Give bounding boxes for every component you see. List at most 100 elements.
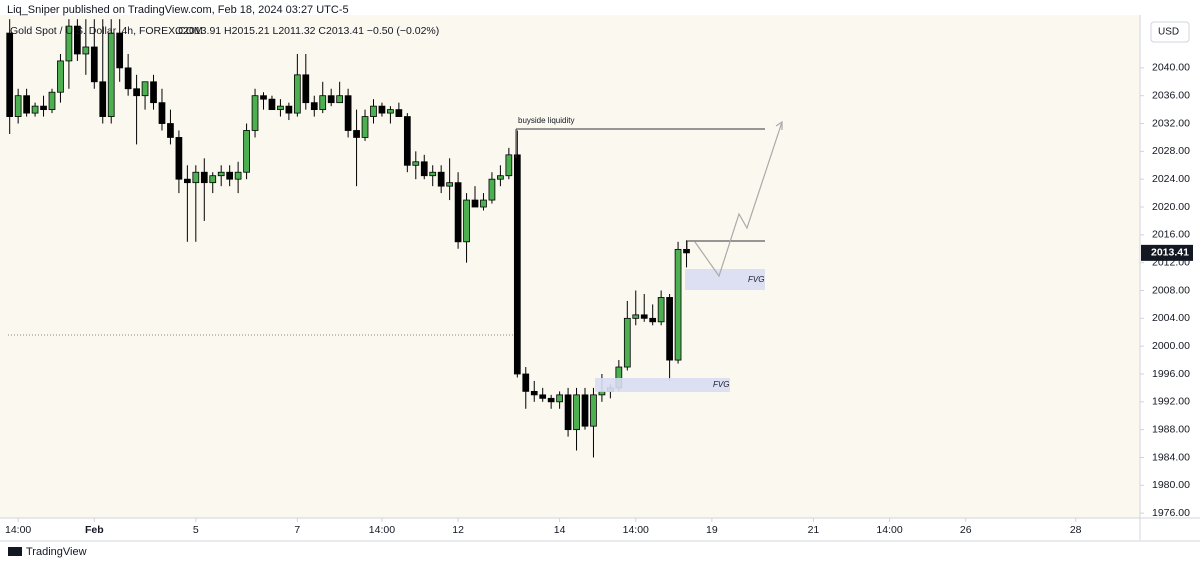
candle-body (378, 105, 386, 114)
y-tick-label: 2036.00 (1152, 89, 1190, 101)
candle-body (539, 394, 547, 399)
candle-body (74, 25, 81, 55)
candles (6, 19, 690, 458)
x-tick-label: 5 (193, 524, 199, 536)
arrow-head (775, 120, 783, 130)
y-tick-label: 2000.00 (1152, 340, 1190, 352)
x-tick-label: 7 (294, 524, 300, 536)
candle-body (581, 394, 589, 427)
x-tick-label: Feb (85, 524, 104, 536)
fvg-box (595, 378, 730, 392)
candle-body (564, 394, 572, 431)
annotation: FVG (748, 275, 764, 284)
y-tick-label: 2024.00 (1152, 173, 1190, 185)
candle-body (505, 154, 513, 177)
last-price-box (1141, 244, 1193, 261)
x-tick-label: 14:00 (5, 524, 31, 536)
candle-body (150, 81, 157, 104)
candle-body (319, 95, 327, 111)
candle-body (293, 74, 301, 114)
candle-body (158, 102, 166, 124)
y-tick-label: 2028.00 (1152, 145, 1190, 157)
candle-body (674, 248, 682, 361)
candle-body (471, 199, 479, 208)
candle-body (141, 81, 149, 97)
candle-body (226, 171, 234, 180)
y-tick-label: 1988.00 (1152, 423, 1190, 435)
candle-body (243, 130, 250, 173)
candle-body (327, 95, 335, 104)
candle-body (403, 116, 411, 166)
candle-body (361, 116, 369, 138)
currency[interactable]: USD (1158, 27, 1179, 38)
candle-body (175, 137, 183, 180)
y-tick-label: 2020.00 (1152, 201, 1190, 213)
last-price: 2013.41 (1151, 247, 1189, 259)
axes: 1976.00 1980.00 1984.00 1988.00 1992.00 1996.… (5, 62, 1193, 536)
candle-body (48, 91, 56, 111)
candle-body (429, 171, 437, 177)
x-tick-label: 14:00 (369, 524, 395, 536)
candle-body (277, 105, 284, 111)
candle-body (412, 161, 420, 166)
candle-body (649, 317, 657, 323)
candle-body (522, 373, 530, 392)
candle-body (547, 397, 555, 403)
currency-button[interactable] (1150, 21, 1190, 43)
candle-body (640, 314, 648, 319)
candle-body (200, 171, 208, 184)
candle-body (513, 154, 521, 375)
candle-body (310, 102, 318, 111)
x-tick-label: 26 (960, 524, 972, 536)
candle-body (370, 105, 377, 117)
candle-body (251, 95, 259, 131)
annotation: buyside liquidity (518, 116, 574, 125)
candle-body (57, 60, 64, 93)
candle-body (446, 182, 453, 187)
ohlc-label: O2013.91 H2015.21 L2011.32 C2013.41 −0.5… (175, 25, 439, 37)
projection-arrow (694, 121, 783, 278)
candle-body (90, 46, 98, 83)
x-tick-label: 21 (808, 524, 820, 536)
candle-body (302, 74, 310, 104)
candle-body (463, 199, 470, 243)
candle-body (285, 105, 293, 114)
candle-body (167, 123, 174, 138)
y-tick-label: 1992.00 (1152, 396, 1190, 408)
candle-body (353, 130, 360, 138)
candle-body (395, 109, 403, 117)
x-tick-label: 19 (706, 524, 718, 536)
candle-body (420, 161, 428, 177)
candle-body (623, 317, 631, 368)
candle-body (666, 297, 673, 361)
candle-body (657, 297, 665, 323)
candle-body (488, 178, 496, 201)
candle-body (268, 98, 276, 111)
candle-body (133, 88, 140, 97)
candle-body (209, 175, 217, 184)
x-tick-label: 14:00 (623, 524, 649, 536)
candle-body (31, 105, 39, 114)
annotation: FVG (713, 380, 729, 389)
candle-body (82, 46, 90, 55)
candle-body (14, 95, 22, 117)
candle-body (344, 95, 352, 131)
y-tick-label: 1976.00 (1152, 507, 1190, 519)
candle-body (124, 67, 132, 90)
candle-body (387, 109, 394, 114)
candle-body (234, 171, 242, 180)
candle-body (107, 32, 115, 117)
fvg-box (685, 269, 765, 290)
candle-body (99, 81, 107, 117)
candle-body (65, 25, 73, 62)
candle-body (336, 95, 344, 104)
x-tick-label: 28 (1070, 524, 1082, 536)
plot-area (0, 15, 1140, 518)
candle-body (40, 105, 47, 111)
candle-body (6, 32, 14, 117)
candle-body (260, 95, 267, 100)
logo (8, 547, 22, 556)
y-tick-label: 2016.00 (1152, 229, 1190, 241)
y-tick-label: 2032.00 (1152, 117, 1190, 129)
